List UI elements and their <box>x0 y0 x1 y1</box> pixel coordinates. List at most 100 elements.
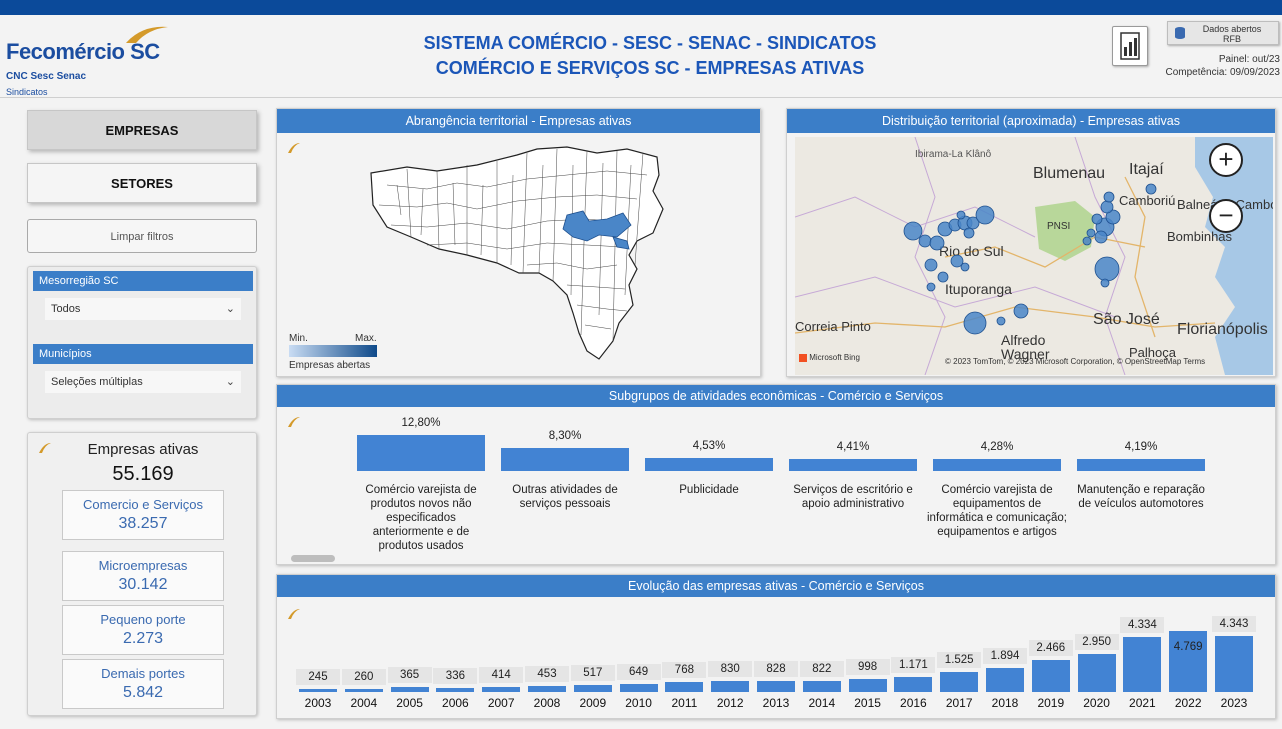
evolution-bar[interactable] <box>573 685 612 692</box>
setores-button[interactable]: SETORES <box>27 163 257 203</box>
evolution-year-label: 2014 <box>808 696 836 710</box>
evolution-year-label: 2020 <box>1083 696 1110 710</box>
subgroup-category-label: Publicidade <box>679 484 739 496</box>
kpi-total: 55.169 <box>112 463 174 485</box>
kpi-card-micro: Microempresas 30.142 <box>62 551 224 601</box>
map-place-itajai: Itajaí <box>1129 161 1164 178</box>
kpi-card-value: 5.842 <box>122 684 164 701</box>
evolution-bar[interactable] <box>665 682 704 692</box>
evolution-bar[interactable] <box>802 681 841 692</box>
dados-abertos-rfb-button[interactable]: Dados abertos RFB <box>1167 21 1279 45</box>
kpi-card-comercio: Comercio e Serviços 38.257 <box>62 490 224 540</box>
evolution-year-label: 2015 <box>854 696 881 710</box>
map-place-camboriu: Camboriú <box>1119 193 1176 208</box>
evolution-bar[interactable] <box>482 686 521 692</box>
map1-title: Abrangência territorial - Empresas ativa… <box>277 109 760 133</box>
evolution-year-label: 2017 <box>945 696 973 710</box>
evolution-bar[interactable] <box>619 683 658 692</box>
subgroup-bar[interactable] <box>357 435 485 471</box>
logo-swoosh-icon <box>126 26 168 43</box>
osm-map[interactable]: Ibirama-La Klânô Blumenau Itajaí Cambori… <box>795 137 1273 375</box>
evolution-value-label: 365 <box>387 667 432 684</box>
chevron-down-icon: ⌄ <box>225 303 235 315</box>
evolution-bar[interactable] <box>894 677 933 692</box>
left-panel: EMPRESAS SETORES Limpar filtros Mesorreg… <box>0 98 268 729</box>
evolution-bar[interactable] <box>1123 636 1162 692</box>
evolution-bar[interactable] <box>711 681 750 692</box>
database-icon <box>1175 27 1185 39</box>
kpi-card-demais: Demais portes 5.842 <box>62 659 224 709</box>
evolution-value-label: 260 <box>341 668 386 685</box>
evolution-bar[interactable] <box>757 681 795 692</box>
evolution-bar[interactable] <box>1215 636 1253 692</box>
sc-logo-icon <box>287 415 301 431</box>
bubble-map-card: Distribuição territorial (aproximada) - … <box>786 108 1276 377</box>
kpi-panel: Empresas ativas 55.169 Comercio e Serviç… <box>27 432 257 716</box>
chevron-down-icon: ⌄ <box>225 376 235 388</box>
kpi-card-value: 38.257 <box>118 515 168 532</box>
evolution-bar[interactable] <box>436 687 475 692</box>
map-place-ibirama: Ibirama-La Klânô <box>915 149 992 160</box>
map-place-bombinhas: Bombinhas <box>1167 229 1233 244</box>
subgroup-bar[interactable] <box>789 458 917 471</box>
evolution-year-label: 2009 <box>579 696 607 710</box>
evolution-bar[interactable] <box>528 686 566 692</box>
evolution-bar[interactable] <box>1031 660 1070 692</box>
evolution-year-label: 2007 <box>487 696 515 710</box>
subgroup-bar[interactable] <box>645 458 773 471</box>
evolution-card: Evolução das empresas ativas - Comércio … <box>276 574 1276 719</box>
municipios-select[interactable]: Seleções múltiplas ⌄ <box>45 371 241 393</box>
subgroup-bar[interactable] <box>933 458 1061 471</box>
evolution-value-label: 245 <box>296 668 340 685</box>
empresas-button[interactable]: EMPRESAS <box>27 110 257 150</box>
evolution-bar[interactable] <box>986 667 1024 692</box>
evolution-bar[interactable] <box>390 687 429 692</box>
evolution-bar[interactable] <box>1077 654 1116 692</box>
subgroup-value-label: 8,30% <box>548 429 582 442</box>
horizontal-scrollbar[interactable] <box>291 555 335 562</box>
evolution-bar[interactable] <box>848 679 887 692</box>
zoom-out-button[interactable]: − <box>1209 199 1243 233</box>
evolution-chart: 245 2003 260 2004 365 2005 336 2006 414 2007 453 20… <box>277 575 1277 720</box>
evolution-value-label: 998 <box>845 659 890 676</box>
report-meta: Painel: out/23 Competência: 09/09/2023 <box>1165 53 1280 79</box>
mesorregiao-label: Mesorregião SC <box>33 271 253 291</box>
painel-date: Painel: out/23 <box>1218 54 1280 65</box>
subgroups-card: Subgrupos de atividades econômicas - Com… <box>276 384 1276 565</box>
fecomercio-logo: Fecomércio SC CNC Sesc Senac Sindicatos <box>6 23 176 99</box>
evolution-value-label: 336 <box>433 667 478 684</box>
clear-filters-button[interactable]: Limpar filtros <box>27 219 257 253</box>
subgroup-bar[interactable] <box>1077 459 1205 471</box>
header: Fecomércio SC CNC Sesc Senac Sindicatos … <box>0 15 1282 98</box>
bing-label: Microsoft Bing <box>809 353 860 362</box>
kpi-card-value: 30.142 <box>118 576 168 593</box>
evolution-value-label: 768 <box>662 662 707 679</box>
evolution-value-label: 4.769 <box>1173 641 1203 653</box>
subgroup-category-label: Comércio varejista de equipamentos de in… <box>927 484 1067 538</box>
subgroup-bar[interactable] <box>501 447 629 471</box>
santa-catarina-map[interactable] <box>367 145 667 365</box>
map-place-palhoca: Palhoça <box>1129 345 1176 360</box>
evolution-year-label: 2010 <box>625 696 652 710</box>
competencia-date: Competência: 09/09/2023 <box>1165 67 1280 78</box>
evolution-year-label: 2005 <box>396 696 423 710</box>
filter-panel: Mesorregião SC Todos ⌄ Municípios Seleçõ… <box>27 266 257 419</box>
map-attribution[interactable]: © 2023 TomTom, © 2023 Microsoft Corporat… <box>945 357 1206 366</box>
evolution-bar[interactable] <box>1169 631 1208 692</box>
map-place-sao-jose: São José <box>1093 311 1160 328</box>
evolution-value-label: 830 <box>708 661 753 678</box>
municipios-value: Seleções múltiplas <box>51 376 143 388</box>
map-place-blumenau: Blumenau <box>1033 165 1106 182</box>
evolution-value-label: 453 <box>525 666 569 683</box>
kpi-card-label: Demais portes <box>101 666 185 681</box>
zoom-in-button[interactable]: + <box>1209 143 1243 177</box>
microsoft-logo-icon <box>799 353 807 362</box>
mesorregiao-select[interactable]: Todos ⌄ <box>45 298 241 320</box>
bubble-layer <box>903 183 1157 335</box>
report-calculator-icon <box>1120 32 1140 60</box>
evolution-bar[interactable] <box>344 688 383 692</box>
evolution-bar[interactable] <box>940 672 979 692</box>
report-calculator-button[interactable] <box>1112 26 1148 66</box>
municipios-label: Municípios <box>33 344 253 364</box>
evolution-bar[interactable] <box>299 688 337 692</box>
